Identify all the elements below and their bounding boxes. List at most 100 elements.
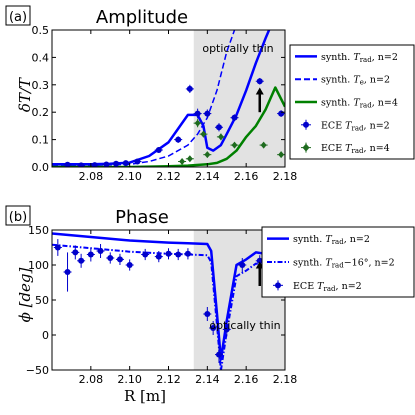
phase-plot-area: 2.08 2.10 2.12 2.14 2.16 2.18 −50 0 50 100 150 <box>26 224 297 386</box>
phase-series-2-marker <box>78 257 85 264</box>
phase-series-2-marker <box>184 250 191 257</box>
amplitude-plot-area: 2.08 2.10 2.12 2.14 2.16 2.18 0.0 0.1 0.2 0.3 0.4 0… <box>32 24 298 183</box>
amplitude-series-3-marker <box>113 160 120 167</box>
legend-marker <box>303 121 309 128</box>
legend-label: ECE Trad, n=2 <box>293 281 362 293</box>
legend-label: synth. Te, n=2 <box>321 75 390 87</box>
phase-x-tick-label: 2.16 <box>234 373 259 386</box>
phase-series-2-marker <box>97 248 104 254</box>
amplitude-series-3-marker <box>256 78 263 85</box>
phase-series-2-point <box>238 258 247 272</box>
amplitude-series-3-marker <box>134 158 141 165</box>
legend-label: synth. Trad−16°, n=2 <box>293 258 395 270</box>
phase-series-2-point <box>174 248 183 261</box>
phase-series-2-marker <box>72 249 79 256</box>
amplitude-series-3-point <box>214 123 223 132</box>
amplitude-series-3-marker <box>91 162 98 167</box>
phase-series-2-marker <box>64 269 71 275</box>
amplitude-title: Amplitude <box>96 7 188 28</box>
amplitude-series-4-point <box>230 141 239 149</box>
phase-x-tick-label: 2.14 <box>195 373 220 386</box>
amplitude-series-4-point <box>203 151 212 159</box>
amplitude-series-3-point <box>112 160 121 167</box>
amplitude-series-3-marker <box>215 124 222 131</box>
phase-series-2-point <box>164 248 173 260</box>
legend-label: synth. Trad, n=2 <box>293 234 370 246</box>
amplitude-series-4-point <box>178 158 187 166</box>
phase-series-2-marker <box>142 251 149 258</box>
legend-entry: synth. Trad, n=4 <box>295 98 398 110</box>
phase-series-2-point <box>77 253 86 268</box>
phase-series-2-point <box>63 252 72 292</box>
phase-series-2-marker <box>107 255 114 261</box>
amplitude-y-tick-label: 0.0 <box>32 161 50 174</box>
legend-label: ECE Trad, n=4 <box>321 143 390 155</box>
amplitude-series-3-point <box>77 162 86 167</box>
amplitude-y-axis-label: δT/T <box>16 77 34 112</box>
phase-series-2-marker <box>126 262 133 268</box>
phase-y-axis-label: ϕ [deg] <box>16 267 34 322</box>
phase-panel: 2.08 2.10 2.12 2.14 2.16 2.18 −50 0 50 100 150 (b)… <box>5 205 297 405</box>
amplitude-series-3-point <box>102 161 111 167</box>
phase-panel-label-box <box>5 205 31 226</box>
amplitude-series-3-marker <box>64 161 71 167</box>
amplitude-series-4-point <box>216 133 225 141</box>
phase-series-2-point <box>96 244 105 258</box>
phase-y-tick-label: 0 <box>42 329 49 342</box>
phase-y-tick-label: 50 <box>35 294 49 307</box>
amplitude-x-tick-label: 2.12 <box>156 170 181 183</box>
legend-entry: synth. Te, n=2 <box>295 75 390 87</box>
amplitude-series-3-point <box>185 84 194 94</box>
phase-optically-thin-label: optically thin <box>209 319 280 332</box>
phase-series-2-point <box>209 321 218 335</box>
phase-x-tick-label: 2.12 <box>156 373 181 386</box>
amplitude-series-3-marker <box>231 114 238 121</box>
amplitude-y-tick-label: 0.3 <box>32 79 50 92</box>
amplitude-optically-thin-label: optically thin <box>202 42 273 55</box>
phase-series-2-point <box>115 253 124 265</box>
amplitude-x-tick-label: 2.10 <box>117 170 142 183</box>
phase-x-tick-label: 2.18 <box>273 373 298 386</box>
phase-series-2-point <box>86 247 95 262</box>
phase-series-2-point <box>214 346 223 363</box>
amplitude-series-3-point <box>203 109 212 118</box>
legend-entry: ECE Trad, n=4 <box>301 142 390 155</box>
phase-series-2-point <box>222 322 231 337</box>
phase-series-2-marker <box>210 325 217 331</box>
amplitude-series-4-marker <box>204 151 211 159</box>
phase-y-tick-label: −50 <box>26 364 49 377</box>
phase-series-2-point <box>141 248 150 261</box>
amplitude-y-tick-label: 0.5 <box>32 24 50 37</box>
amplitude-series-3-marker <box>122 160 129 167</box>
amplitude-series-4-marker <box>186 155 193 163</box>
amplitude-series-0-line <box>52 30 271 166</box>
amplitude-series-3-marker <box>194 110 201 117</box>
phase-y-tick-label: 150 <box>28 224 49 237</box>
amplitude-x-tick-label: 2.16 <box>234 170 259 183</box>
phase-x-tick-label: 2.10 <box>117 373 142 386</box>
legend-entry: synth. Trad, n=2 <box>295 52 398 64</box>
phase-series-0-line <box>52 232 285 361</box>
legend-entry: ECE Trad, n=2 <box>273 280 362 293</box>
amplitude-series-4-marker <box>217 133 224 141</box>
amplitude-series-3-point <box>90 162 99 167</box>
amplitude-series-3-marker <box>278 110 285 117</box>
amplitude-series-3-marker <box>175 136 182 143</box>
phase-y-tick-label: 100 <box>28 259 49 272</box>
amplitude-series-3-point <box>193 108 202 119</box>
amplitude-x-tick-label: 2.14 <box>195 170 220 183</box>
amplitude-series-4-point <box>259 141 268 149</box>
phase-legend: synth. Trad, n=2 synth. Trad−16°, n=2 ECE … <box>261 226 415 298</box>
legend-label: synth. Trad, n=2 <box>321 52 398 64</box>
phase-title: Phase <box>115 207 169 228</box>
amplitude-series-4-marker <box>179 158 186 166</box>
phase-series-2-point <box>203 307 212 321</box>
amplitude-series-3-marker <box>204 110 211 117</box>
phase-series-2-point <box>183 248 192 260</box>
amplitude-panel: 2.08 2.10 2.12 2.14 2.16 2.18 0.0 0.1 0.2 0.3 0.4 0… <box>5 5 298 183</box>
amplitude-series-4-point <box>199 130 208 138</box>
x-axis-label: R [m] <box>124 387 166 405</box>
amplitude-series-3-marker <box>78 162 85 167</box>
phase-series-2-marker <box>223 326 230 333</box>
